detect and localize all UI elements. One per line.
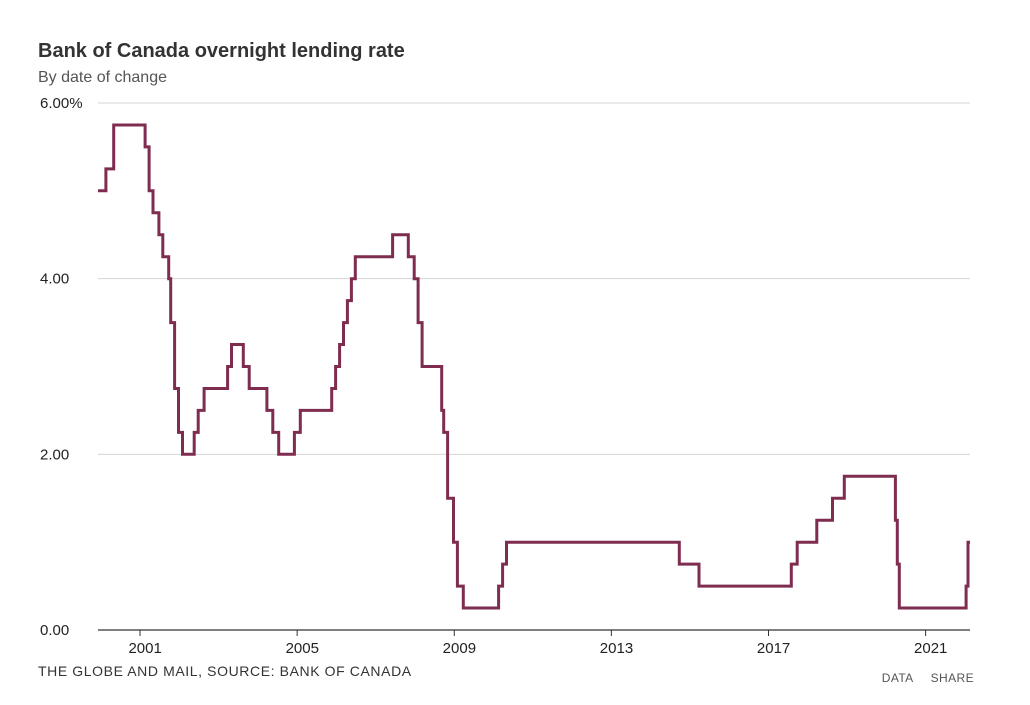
- x-tick-label: 2013: [600, 640, 633, 657]
- x-tick-label: 2005: [286, 640, 319, 657]
- y-tick-label: 0.00: [40, 622, 69, 639]
- gridlines: [98, 102, 970, 455]
- x-tick-label: 2021: [914, 640, 947, 657]
- data-link[interactable]: DATA: [881, 671, 913, 685]
- chart-subtitle: By date of change: [38, 69, 167, 86]
- rate-step-line: [98, 123, 970, 610]
- y-tick-label: 4.00: [40, 271, 69, 288]
- source-credit: THE GLOBE AND MAIL, SOURCE: BANK OF CANA…: [38, 663, 412, 679]
- x-tick-label: 2009: [443, 640, 476, 657]
- series-layer: [98, 123, 970, 610]
- chart-title: Bank of Canada overnight lending rate: [38, 40, 405, 62]
- y-axis-labels: 6.00% 4.00 2.00 0.00: [40, 95, 83, 639]
- y-tick-label: 6.00%: [40, 95, 83, 112]
- y-tick-label: 2.00: [40, 446, 69, 463]
- share-link[interactable]: SHARE: [930, 671, 974, 685]
- x-tick-label: 2017: [757, 640, 790, 657]
- x-tick-label: 2001: [128, 640, 161, 657]
- x-axis-labels: 2001 2005 2009 2013 2017 2021: [128, 630, 947, 657]
- footer-links: DATA SHARE: [868, 671, 974, 685]
